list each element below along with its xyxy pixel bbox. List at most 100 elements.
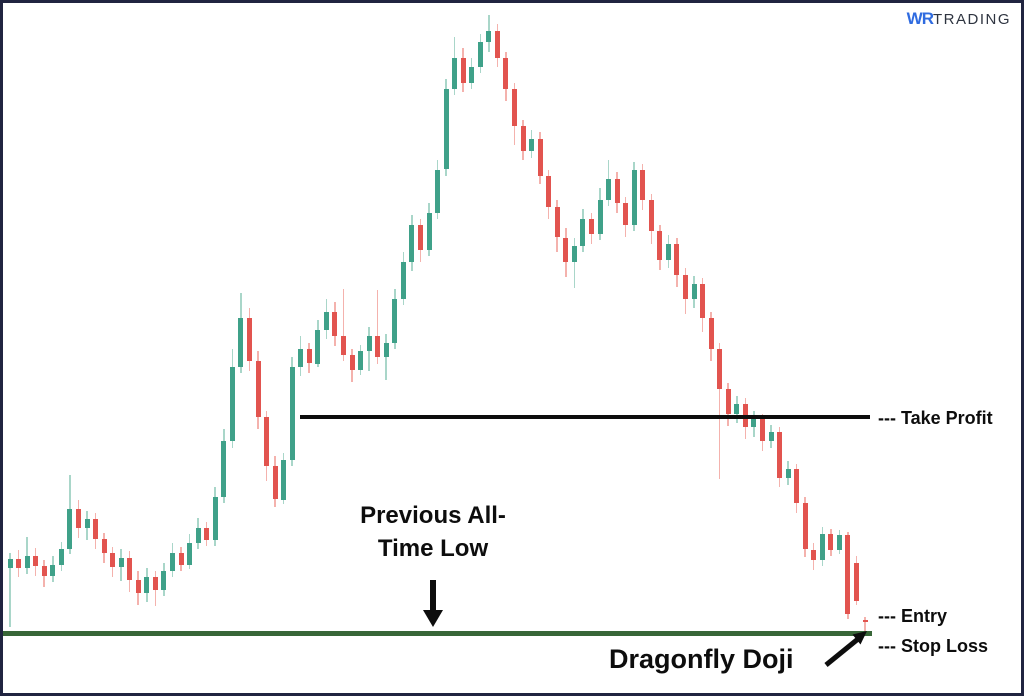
candle-body bbox=[84, 519, 90, 528]
candle-body bbox=[426, 212, 432, 250]
candle-body bbox=[494, 31, 500, 59]
candle-body bbox=[332, 311, 338, 337]
candle-body bbox=[546, 175, 552, 207]
candle-body bbox=[33, 555, 39, 567]
candle-body bbox=[657, 231, 663, 260]
candle-body bbox=[170, 552, 175, 572]
candle-body bbox=[486, 31, 492, 43]
candle-body bbox=[221, 441, 227, 497]
candle-body bbox=[819, 534, 825, 561]
candle-body bbox=[563, 237, 569, 263]
candle-body bbox=[58, 549, 64, 566]
candle-wick bbox=[573, 237, 576, 288]
down-arrow-icon bbox=[421, 580, 445, 630]
candle-body bbox=[195, 527, 201, 543]
candle-body bbox=[503, 58, 509, 90]
candlestick-chart bbox=[3, 3, 1021, 693]
candle-body bbox=[606, 179, 611, 201]
down-arrow-head bbox=[423, 610, 443, 627]
candle-body bbox=[469, 66, 475, 83]
candle-wick bbox=[26, 537, 28, 575]
candle-body bbox=[725, 388, 731, 414]
candle-body bbox=[16, 558, 22, 569]
candle-body bbox=[571, 246, 577, 263]
candle-body bbox=[204, 527, 210, 541]
candle-body bbox=[152, 577, 158, 590]
candle-body bbox=[802, 503, 808, 550]
candle-body bbox=[212, 497, 218, 541]
candle-body bbox=[691, 284, 697, 300]
candle-body bbox=[383, 342, 389, 358]
candle-body bbox=[614, 179, 620, 203]
candle-body bbox=[683, 274, 688, 300]
candle-body bbox=[477, 42, 483, 67]
candle-body bbox=[289, 367, 295, 460]
candle-body bbox=[785, 469, 791, 479]
candle-body bbox=[717, 348, 723, 389]
candle-body bbox=[554, 206, 560, 238]
candle-body bbox=[349, 354, 355, 370]
candle-body bbox=[529, 138, 535, 151]
candle-body bbox=[281, 460, 287, 500]
candle-body bbox=[580, 218, 586, 247]
candle-body bbox=[246, 317, 252, 362]
candle-body bbox=[862, 620, 868, 622]
candle-body bbox=[118, 557, 124, 568]
candle-body bbox=[178, 552, 184, 566]
candle-wick bbox=[864, 616, 866, 632]
candle-body bbox=[443, 89, 449, 170]
candle-body bbox=[358, 351, 364, 370]
candle-body bbox=[75, 509, 81, 528]
candle-wick bbox=[376, 290, 379, 364]
candle-body bbox=[751, 419, 757, 428]
candle-body bbox=[734, 404, 740, 414]
candle-wick bbox=[342, 289, 345, 362]
candle-body bbox=[623, 202, 629, 226]
candle-body bbox=[24, 555, 30, 569]
candle-body bbox=[537, 138, 543, 176]
take-profit-label: --- Take Profit bbox=[878, 408, 993, 428]
candle-body bbox=[298, 348, 304, 368]
previous-low-line1: Previous All- bbox=[360, 502, 506, 529]
candle-body bbox=[101, 539, 107, 553]
candle-body bbox=[759, 419, 765, 442]
previous-all-time-low-line bbox=[3, 631, 872, 636]
candle-body bbox=[315, 330, 321, 364]
doji-arrow-icon bbox=[824, 631, 867, 667]
down-arrow-shaft bbox=[430, 580, 436, 611]
candle-body bbox=[708, 317, 714, 349]
candle-body bbox=[306, 348, 312, 364]
candle-body bbox=[229, 367, 235, 442]
candle-body bbox=[392, 299, 398, 343]
candle-body bbox=[41, 566, 47, 577]
candle-body bbox=[7, 558, 13, 569]
candle-body bbox=[187, 542, 193, 565]
candle-body bbox=[640, 170, 646, 201]
candle-wick bbox=[9, 552, 11, 627]
brand-logo: WRTRADING bbox=[907, 9, 1011, 29]
candle-body bbox=[588, 218, 594, 234]
candle-body bbox=[127, 557, 133, 580]
candle-body bbox=[161, 571, 167, 590]
take-profit-line bbox=[300, 414, 870, 419]
candle-body bbox=[272, 466, 278, 500]
candle-body bbox=[631, 170, 637, 226]
candle-wick bbox=[718, 342, 721, 479]
candle-body bbox=[794, 469, 800, 504]
candle-body bbox=[93, 519, 98, 540]
candle-body bbox=[452, 58, 458, 90]
candle-body bbox=[238, 317, 244, 368]
candle-body bbox=[375, 336, 381, 358]
candle-body bbox=[323, 311, 329, 331]
logo-wr: WR bbox=[906, 9, 934, 28]
candle-body bbox=[836, 534, 842, 551]
candle-body bbox=[255, 361, 261, 417]
candle-body bbox=[460, 58, 466, 83]
candle-body bbox=[144, 577, 150, 594]
candle-body bbox=[648, 200, 654, 232]
candle-body bbox=[366, 336, 372, 352]
logo-trading: TRADING bbox=[933, 11, 1011, 28]
candle-body bbox=[135, 579, 141, 594]
candle-body bbox=[845, 534, 851, 615]
